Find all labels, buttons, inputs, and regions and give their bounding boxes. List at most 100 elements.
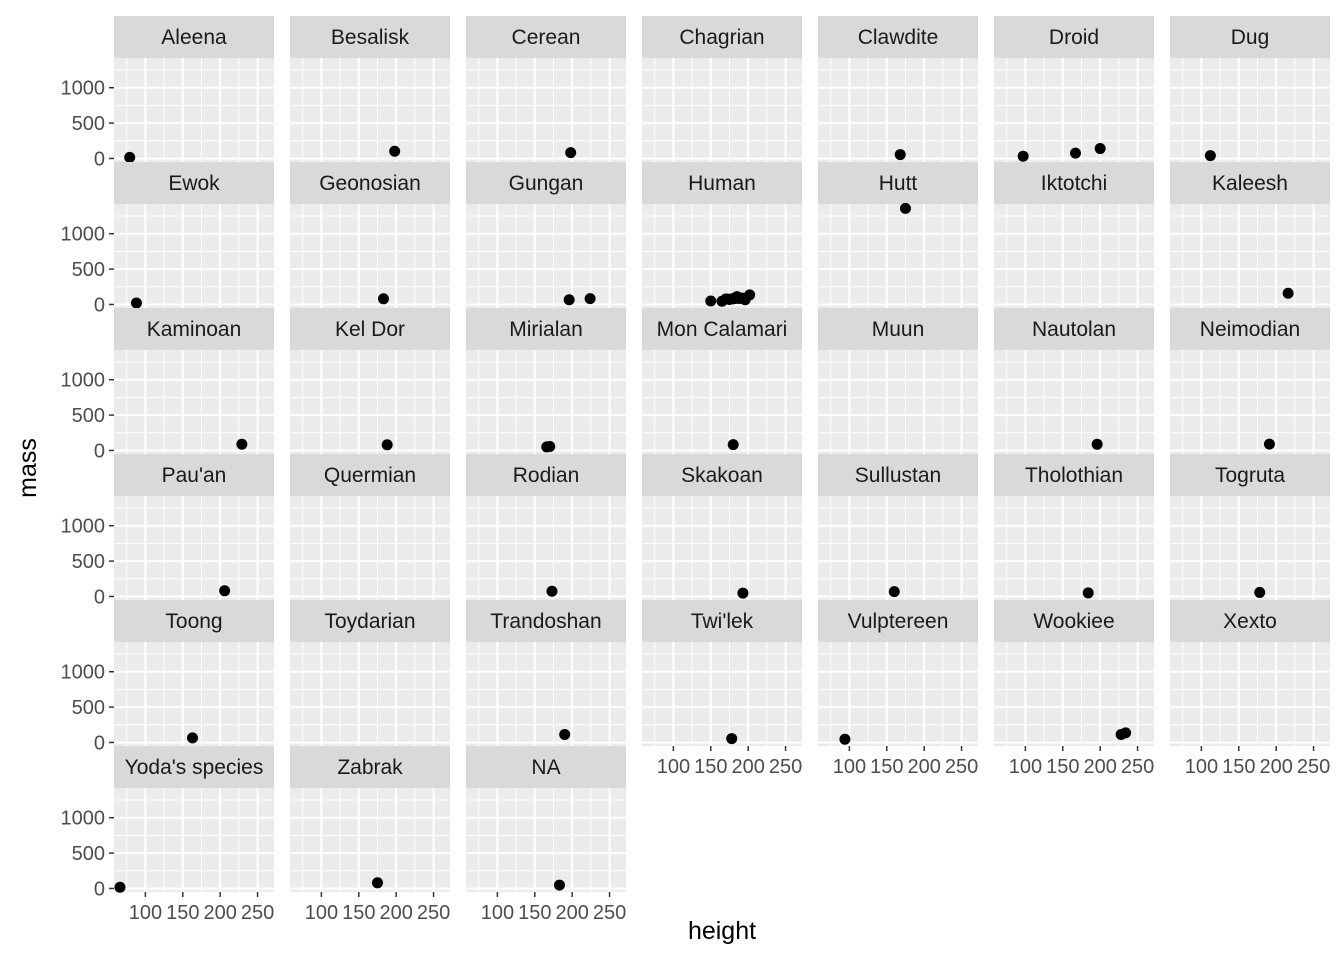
facet-strip <box>642 162 802 204</box>
facet-strip-label: Quermian <box>324 464 416 487</box>
facet-strip <box>994 308 1154 350</box>
data-point <box>1017 150 1029 162</box>
panel-background <box>290 788 450 892</box>
panel-background <box>642 350 802 454</box>
facet-strip-label: Chagrian <box>679 26 764 49</box>
x-tick-label: 150 <box>1046 756 1079 778</box>
facet-panel: Wookiee 100 150 200 250 <box>994 600 1154 778</box>
facet-strip-label: Neimodian <box>1200 318 1300 341</box>
x-tick-label: 250 <box>945 756 978 778</box>
facet-strip <box>290 162 450 204</box>
x-tick-label: 150 <box>342 902 375 924</box>
panel-background <box>1170 350 1330 454</box>
x-axis-title: height <box>688 917 756 945</box>
panel-background <box>114 58 274 162</box>
facet-strip-label: Human <box>688 172 756 195</box>
facet-strip <box>290 600 450 642</box>
facet-strip <box>818 16 978 58</box>
facet-strip <box>1170 454 1330 496</box>
facet-strip-label: Clawdite <box>858 26 939 49</box>
facet-panel: Tholothian <box>994 454 1154 600</box>
y-tick-label: 0 <box>94 586 105 608</box>
facet-strip-label: Kaminoan <box>147 318 242 341</box>
panel-background <box>290 350 450 454</box>
x-tick-label: 100 <box>129 902 162 924</box>
facet-panel: Droid <box>994 16 1154 162</box>
facet-panel: Quermian <box>290 454 450 600</box>
data-point <box>888 586 900 598</box>
facet-panel: Vulptereen 100 150 200 250 <box>818 600 978 778</box>
y-tick-label: 500 <box>72 259 105 281</box>
panel-background <box>642 204 802 308</box>
y-tick-label: 0 <box>94 440 105 462</box>
facet-panel: Ewok 0 500 1000 <box>61 162 274 316</box>
x-tick-label: 200 <box>379 902 412 924</box>
facet-strip-label: NA <box>531 756 560 779</box>
x-tick-label: 100 <box>481 902 514 924</box>
y-tick-label: 1000 <box>61 662 106 684</box>
facet-panel: Muun <box>818 308 978 454</box>
data-point <box>381 439 393 451</box>
x-tick-label: 100 <box>833 756 866 778</box>
facet-strip-label: Toong <box>165 610 222 633</box>
facet-strip-label: Trandoshan <box>490 610 601 633</box>
facet-strip <box>466 454 626 496</box>
panel-background <box>1170 642 1330 746</box>
facet-strip-label: Mon Calamari <box>657 318 788 341</box>
facet-strip <box>642 16 802 58</box>
facet-strip <box>466 16 626 58</box>
facet-panel: Mirialan <box>466 308 626 454</box>
panel-background <box>994 58 1154 162</box>
panel-background <box>818 58 978 162</box>
facet-strip-label: Kel Dor <box>335 318 405 341</box>
facet-strip-label: Xexto <box>1223 610 1277 633</box>
facet-panel: Aleena 0 500 1000 <box>61 16 274 170</box>
y-tick-label: 0 <box>94 732 105 754</box>
data-point <box>1254 586 1266 598</box>
x-tick-label: 200 <box>203 902 236 924</box>
facet-panel: Cerean <box>466 16 626 162</box>
x-tick-label: 250 <box>1297 756 1330 778</box>
facet-panel: Iktotchi <box>994 162 1154 308</box>
facet-strip <box>466 746 626 788</box>
facet-strip <box>114 308 274 350</box>
facet-panel: Kaminoan 0 500 1000 <box>61 308 274 462</box>
x-tick-label: 150 <box>1222 756 1255 778</box>
data-point <box>1263 438 1275 450</box>
data-point <box>1094 143 1106 155</box>
facet-strip-label: Dug <box>1231 26 1270 49</box>
panel-background <box>1170 496 1330 600</box>
x-tick-label: 100 <box>657 756 690 778</box>
facet-strip <box>818 162 978 204</box>
facet-panel: Toong 0 500 1000 <box>61 600 274 754</box>
facet-strip <box>994 16 1154 58</box>
y-tick-label: 500 <box>72 843 105 865</box>
x-tick-label: 200 <box>731 756 764 778</box>
facet-panel: Kaleesh <box>1170 162 1330 308</box>
panel-background <box>994 350 1154 454</box>
facet-strip-label: Hutt <box>879 172 918 195</box>
y-tick-label: 500 <box>72 405 105 427</box>
facet-strip-label: Skakoan <box>681 464 763 487</box>
data-point <box>727 439 739 451</box>
facet-panel: Hutt <box>818 162 978 308</box>
x-tick-label: 200 <box>1259 756 1292 778</box>
facet-strip <box>114 16 274 58</box>
data-point <box>839 733 851 745</box>
x-tick-label: 150 <box>166 902 199 924</box>
data-point <box>744 289 756 301</box>
facet-strip <box>1170 600 1330 642</box>
x-tick-label: 150 <box>870 756 903 778</box>
facet-panel: Nautolan <box>994 308 1154 454</box>
data-point <box>377 293 389 305</box>
panel-background <box>114 350 274 454</box>
data-point <box>584 293 596 305</box>
facet-strip <box>994 454 1154 496</box>
panel-background <box>1170 204 1330 308</box>
data-point <box>219 585 231 597</box>
facet-strip-label: Tholothian <box>1025 464 1123 487</box>
data-point <box>559 728 571 740</box>
panel-background <box>466 204 626 308</box>
panel-background <box>994 496 1154 600</box>
